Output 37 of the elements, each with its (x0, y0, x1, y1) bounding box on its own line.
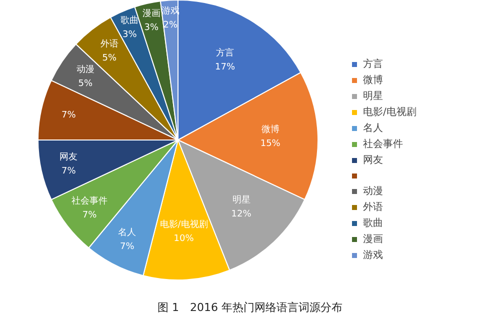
legend-label: 社会事件 (363, 138, 403, 150)
slice-label: 外语 (100, 38, 118, 50)
legend-label: 漫画 (363, 233, 383, 245)
data-label: 7% (62, 110, 76, 121)
legend-label: 微博 (363, 74, 383, 86)
slice-label: 漫画 (142, 8, 160, 20)
data-label: 7% (120, 242, 135, 252)
slice-label: 网友 (60, 151, 78, 162)
legend-label: 方言 (363, 58, 383, 70)
data-label: 3% (144, 23, 160, 34)
data-label: 12% (231, 209, 252, 220)
data-label: 5% (102, 54, 117, 64)
slice-label: 明星 (232, 194, 250, 206)
data-label: 10% (174, 234, 194, 244)
legend-label: 明星 (363, 91, 383, 102)
data-label: 5% (78, 79, 93, 90)
slice-label: 微博 (261, 124, 280, 136)
slice-label: 名人 (118, 226, 136, 238)
slice-label: 社会事件 (72, 196, 108, 207)
slice-label: 方言 (216, 47, 234, 58)
text: 图 1 2016 年热门网络语言词源分布 (158, 301, 342, 314)
legend-label: 动漫 (363, 185, 383, 197)
data-label: 3% (122, 30, 138, 40)
legend-label: 歌曲 (363, 217, 383, 229)
slice-label: 歌曲 (120, 15, 139, 26)
legend-label: 网友 (363, 155, 383, 166)
slice-label: 动漫 (76, 64, 94, 76)
data-label: 7% (62, 166, 76, 176)
slice-label: 电影/电视剧 (160, 219, 208, 230)
data-label: 2% (163, 20, 178, 30)
data-label: 7% (82, 210, 98, 221)
legend-label: 外语 (363, 201, 383, 213)
legend-label: 游戏 (363, 249, 383, 261)
data-label: 17% (215, 62, 236, 72)
legend-label: 名人 (363, 122, 383, 134)
data-label: 15% (260, 139, 281, 150)
legend-label: 电影/电视剧 (363, 106, 416, 118)
